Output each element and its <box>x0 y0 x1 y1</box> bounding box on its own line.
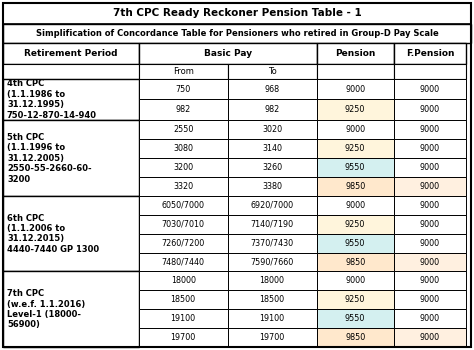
Text: 7th CPC
(w.e.f. 1.1.2016)
Level-1 (18000-
56900): 7th CPC (w.e.f. 1.1.2016) Level-1 (18000… <box>7 289 85 329</box>
Text: 9000: 9000 <box>345 201 365 210</box>
Text: 982: 982 <box>175 105 191 114</box>
Bar <box>394 215 466 234</box>
Text: 4th CPC
(1.1.1986 to
31.12.1995)
750-12-870-14-940: 4th CPC (1.1.1986 to 31.12.1995) 750-12-… <box>7 79 97 120</box>
Bar <box>139 64 228 78</box>
Text: 3140: 3140 <box>262 144 282 153</box>
Text: 9000: 9000 <box>420 239 440 248</box>
Bar <box>139 234 228 253</box>
Text: 3200: 3200 <box>173 163 193 172</box>
Text: 3380: 3380 <box>262 182 282 191</box>
Bar <box>228 64 317 78</box>
Bar <box>394 99 466 120</box>
Bar <box>394 328 466 347</box>
Text: From: From <box>173 66 193 76</box>
Bar <box>3 120 139 196</box>
Bar <box>3 3 471 24</box>
Text: 7590/7660: 7590/7660 <box>250 258 294 267</box>
Text: 9850: 9850 <box>345 258 365 267</box>
Bar <box>394 290 466 309</box>
Text: 7th CPC Ready Reckoner Pension Table - 1: 7th CPC Ready Reckoner Pension Table - 1 <box>113 8 361 19</box>
Bar <box>317 139 394 158</box>
Text: 7260/7200: 7260/7200 <box>162 239 205 248</box>
Text: 19700: 19700 <box>171 333 196 342</box>
Bar <box>317 177 394 196</box>
Bar <box>139 290 228 309</box>
Bar <box>394 253 466 272</box>
Text: 968: 968 <box>264 84 280 93</box>
Bar <box>139 309 228 328</box>
Text: Simplification of Concordance Table for Pensioners who retired in Group-D Pay Sc: Simplification of Concordance Table for … <box>36 29 438 38</box>
Text: 7140/7190: 7140/7190 <box>251 220 294 229</box>
Bar <box>3 272 139 347</box>
Bar <box>228 290 317 309</box>
Text: 3080: 3080 <box>173 144 193 153</box>
Bar <box>228 234 317 253</box>
Text: 3320: 3320 <box>173 182 193 191</box>
Text: 19100: 19100 <box>171 314 196 323</box>
Bar <box>139 78 228 99</box>
Bar <box>394 272 466 290</box>
Text: 6th CPC
(1.1.2006 to
31.12.2015)
4440-7440 GP 1300: 6th CPC (1.1.2006 to 31.12.2015) 4440-74… <box>7 214 99 254</box>
Text: 982: 982 <box>264 105 280 114</box>
Bar <box>3 78 139 120</box>
Bar <box>394 158 466 177</box>
Text: 18000: 18000 <box>171 276 196 286</box>
Bar <box>317 328 394 347</box>
Text: 3260: 3260 <box>262 163 282 172</box>
Bar <box>139 177 228 196</box>
Bar <box>394 78 466 99</box>
Bar <box>317 196 394 215</box>
Text: 6050/7000: 6050/7000 <box>162 201 205 210</box>
Text: Basic Pay: Basic Pay <box>203 49 252 58</box>
Bar <box>139 196 228 215</box>
Text: 9250: 9250 <box>345 220 365 229</box>
Text: 19100: 19100 <box>260 314 285 323</box>
Text: 9000: 9000 <box>345 276 365 286</box>
Text: 9000: 9000 <box>420 84 440 93</box>
Bar <box>317 234 394 253</box>
Bar <box>3 24 471 43</box>
Bar <box>317 64 394 78</box>
Bar <box>394 234 466 253</box>
Text: 9550: 9550 <box>345 239 365 248</box>
Bar <box>139 43 317 64</box>
Text: 9550: 9550 <box>345 163 365 172</box>
Bar <box>139 158 228 177</box>
Text: 9000: 9000 <box>420 276 440 286</box>
Text: 9250: 9250 <box>345 295 365 304</box>
Bar <box>394 309 466 328</box>
Bar <box>228 120 317 139</box>
Bar <box>317 78 394 99</box>
Text: 9000: 9000 <box>420 105 440 114</box>
Bar <box>139 120 228 139</box>
Bar <box>228 328 317 347</box>
Bar <box>228 177 317 196</box>
Bar <box>228 139 317 158</box>
Text: 9000: 9000 <box>420 220 440 229</box>
Bar <box>228 158 317 177</box>
Text: 9550: 9550 <box>345 314 365 323</box>
Text: 9000: 9000 <box>420 144 440 153</box>
Text: 9850: 9850 <box>345 333 365 342</box>
Text: 6920/7000: 6920/7000 <box>251 201 294 210</box>
Bar <box>3 196 139 272</box>
Text: 9000: 9000 <box>345 84 365 93</box>
Text: 7480/7440: 7480/7440 <box>162 258 205 267</box>
Text: 9000: 9000 <box>420 125 440 134</box>
Text: 2550: 2550 <box>173 125 193 134</box>
Text: 9000: 9000 <box>420 314 440 323</box>
Bar <box>317 120 394 139</box>
Bar <box>228 309 317 328</box>
Text: 9250: 9250 <box>345 144 365 153</box>
Bar <box>228 99 317 120</box>
Bar <box>394 64 466 78</box>
Bar <box>139 272 228 290</box>
Text: 9000: 9000 <box>420 333 440 342</box>
Text: 5th CPC
(1.1.1996 to
31.12.2005)
2550-55-2660-60-
3200: 5th CPC (1.1.1996 to 31.12.2005) 2550-55… <box>7 133 91 183</box>
Bar <box>139 253 228 272</box>
Bar <box>317 99 394 120</box>
Text: F.Pension: F.Pension <box>406 49 454 58</box>
Bar <box>317 158 394 177</box>
Text: 18500: 18500 <box>171 295 196 304</box>
Bar <box>394 139 466 158</box>
